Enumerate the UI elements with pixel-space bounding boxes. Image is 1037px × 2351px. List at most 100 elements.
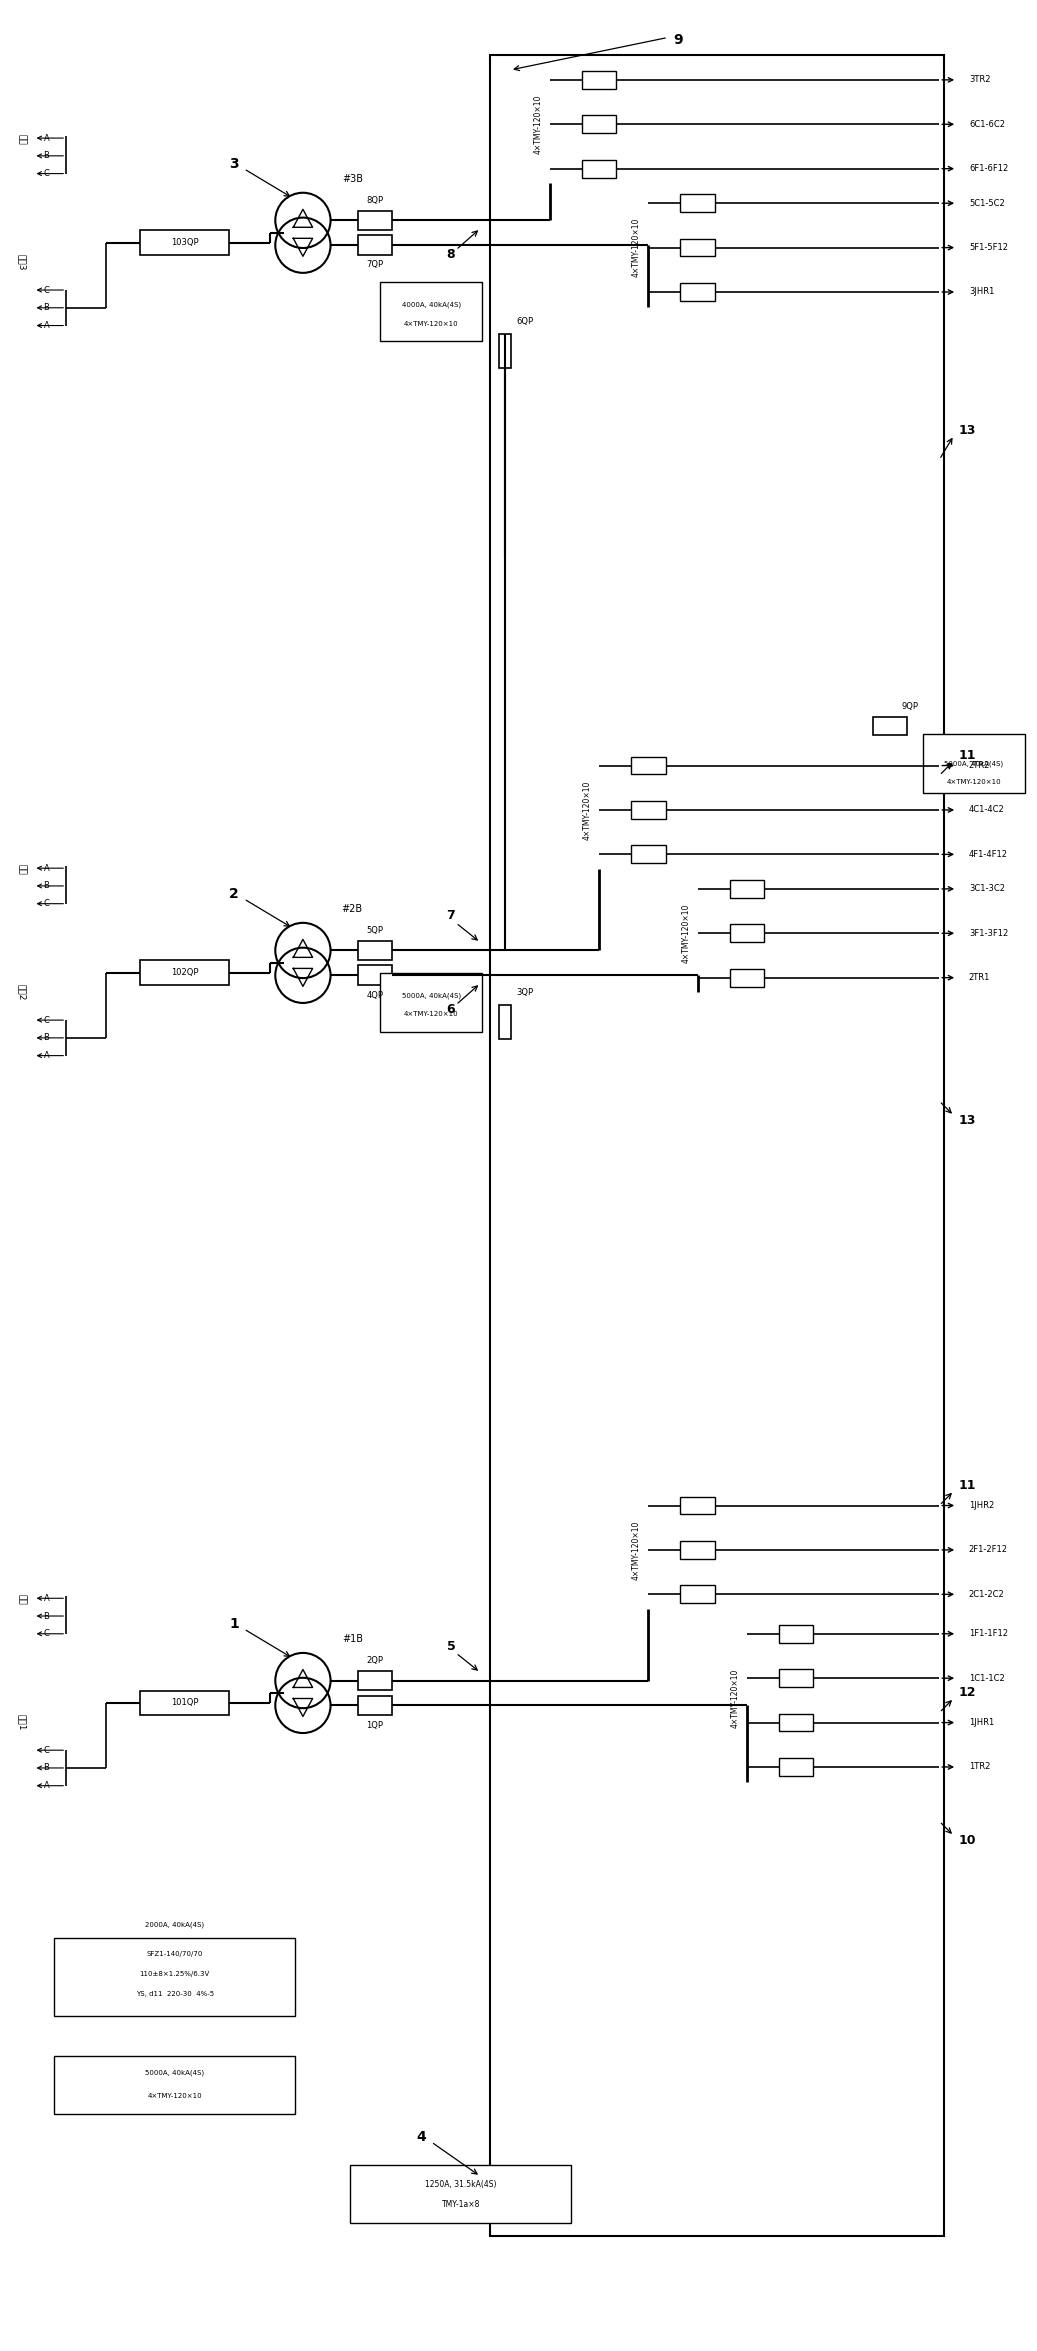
- Text: B: B: [44, 303, 50, 313]
- Text: 10: 10: [959, 1834, 977, 1848]
- Text: 2QP: 2QP: [366, 1657, 384, 1665]
- Text: 5: 5: [447, 1639, 455, 1653]
- Text: A: A: [44, 1051, 50, 1060]
- Text: 1: 1: [229, 1617, 239, 1632]
- Text: 出变2: 出变2: [18, 985, 26, 1002]
- Text: YS, d11  220-30  4%-5: YS, d11 220-30 4%-5: [136, 1991, 214, 1996]
- Text: 4×TMY-120×10: 4×TMY-120×10: [533, 94, 542, 153]
- Text: 9QP: 9QP: [901, 703, 918, 710]
- Bar: [491, 54, 945, 2236]
- Text: 7: 7: [447, 910, 455, 922]
- Text: 102QP: 102QP: [171, 969, 198, 978]
- Text: 6QP: 6QP: [516, 317, 533, 327]
- FancyBboxPatch shape: [380, 282, 482, 341]
- Text: 2000A, 40kA(4S): 2000A, 40kA(4S): [145, 1921, 204, 1928]
- Text: 5000A, 40kA(4S): 5000A, 40kA(4S): [945, 759, 1004, 766]
- Text: 4000A, 40kA(4S): 4000A, 40kA(4S): [401, 301, 460, 308]
- Text: 4×TMY-120×10: 4×TMY-120×10: [147, 2092, 202, 2099]
- Bar: [730, 879, 764, 898]
- Text: B: B: [44, 1610, 50, 1620]
- Text: 4×TMY-120×10: 4×TMY-120×10: [632, 219, 641, 277]
- Text: 4QP: 4QP: [366, 990, 384, 999]
- Text: 6: 6: [447, 1004, 455, 1016]
- Text: B: B: [44, 1763, 50, 1773]
- Text: 5000A, 40kA(4S): 5000A, 40kA(4S): [401, 992, 460, 999]
- FancyBboxPatch shape: [380, 973, 482, 1032]
- Bar: [680, 1540, 714, 1559]
- Bar: [630, 757, 666, 773]
- Bar: [630, 802, 666, 818]
- Bar: [779, 1759, 813, 1775]
- Text: 7QP: 7QP: [366, 261, 384, 270]
- Text: 3TR2: 3TR2: [969, 75, 990, 85]
- FancyBboxPatch shape: [54, 2057, 296, 2114]
- Text: B: B: [44, 1034, 50, 1041]
- Text: A: A: [44, 322, 50, 329]
- Text: 备用: 备用: [18, 863, 26, 875]
- Text: 5F1-5F12: 5F1-5F12: [969, 242, 1008, 252]
- Bar: [680, 195, 714, 212]
- Text: 4×TMY-120×10: 4×TMY-120×10: [730, 1669, 739, 1728]
- Text: 2: 2: [229, 886, 239, 900]
- Bar: [140, 962, 229, 985]
- Text: B: B: [44, 882, 50, 891]
- Text: C: C: [44, 284, 50, 294]
- Text: C: C: [44, 898, 50, 907]
- Text: 8QP: 8QP: [366, 195, 384, 205]
- Bar: [358, 212, 392, 230]
- Bar: [680, 240, 714, 256]
- Text: SFZ1-140/70/70: SFZ1-140/70/70: [146, 1951, 203, 1958]
- Text: 11: 11: [959, 1479, 977, 1493]
- Text: 11: 11: [959, 750, 977, 762]
- Bar: [873, 717, 907, 736]
- Text: 备用: 备用: [18, 1594, 26, 1606]
- Bar: [358, 235, 392, 256]
- Text: 9: 9: [673, 33, 682, 47]
- Text: A: A: [44, 863, 50, 872]
- Text: C: C: [44, 1016, 50, 1025]
- Text: 5000A, 40kA(4S): 5000A, 40kA(4S): [145, 2069, 204, 2076]
- Text: 2C1-2C2: 2C1-2C2: [969, 1589, 1005, 1599]
- Text: C: C: [44, 1629, 50, 1639]
- Text: 1JHR1: 1JHR1: [969, 1719, 994, 1728]
- Bar: [779, 1714, 813, 1730]
- Bar: [680, 1498, 714, 1514]
- Text: 出变3: 出变3: [18, 254, 26, 270]
- FancyBboxPatch shape: [923, 734, 1026, 792]
- Text: #2B: #2B: [342, 903, 363, 915]
- Bar: [680, 1585, 714, 1603]
- Text: 3: 3: [229, 158, 239, 172]
- Bar: [730, 924, 764, 943]
- Text: A: A: [44, 1782, 50, 1789]
- Text: 2TR1: 2TR1: [969, 973, 990, 983]
- Bar: [582, 71, 616, 89]
- Text: 2F1-2F12: 2F1-2F12: [969, 1545, 1008, 1554]
- Text: 6F1-6F12: 6F1-6F12: [969, 165, 1008, 174]
- Text: 110±8×1.25%/6.3V: 110±8×1.25%/6.3V: [140, 1970, 209, 1977]
- Text: 4: 4: [417, 2130, 426, 2144]
- Text: 5QP: 5QP: [366, 926, 384, 936]
- Text: 101QP: 101QP: [171, 1697, 198, 1707]
- Text: 13: 13: [959, 1114, 977, 1126]
- Bar: [358, 1695, 392, 1716]
- Text: 3F1-3F12: 3F1-3F12: [969, 929, 1008, 938]
- Text: 4×TMY-120×10: 4×TMY-120×10: [632, 1521, 641, 1580]
- Text: 1TR2: 1TR2: [969, 1763, 990, 1770]
- Bar: [680, 282, 714, 301]
- Text: 4×TMY-120×10: 4×TMY-120×10: [403, 320, 458, 327]
- Text: 4×TMY-120×10: 4×TMY-120×10: [947, 778, 1001, 785]
- Bar: [630, 846, 666, 863]
- Bar: [779, 1669, 813, 1688]
- Text: 备用: 备用: [18, 134, 26, 143]
- FancyBboxPatch shape: [54, 1937, 296, 2015]
- Text: 4×TMY-120×10: 4×TMY-120×10: [583, 781, 591, 839]
- Bar: [499, 334, 511, 369]
- Text: 1C1-1C2: 1C1-1C2: [969, 1674, 1005, 1683]
- Bar: [140, 230, 229, 254]
- Text: C: C: [44, 1747, 50, 1754]
- Text: 103QP: 103QP: [171, 237, 198, 247]
- Text: 3JHR1: 3JHR1: [969, 287, 994, 296]
- Text: 1250A, 31.5kA(4S): 1250A, 31.5kA(4S): [425, 2179, 497, 2189]
- Text: 8: 8: [447, 249, 455, 261]
- Text: 4F1-4F12: 4F1-4F12: [969, 849, 1008, 858]
